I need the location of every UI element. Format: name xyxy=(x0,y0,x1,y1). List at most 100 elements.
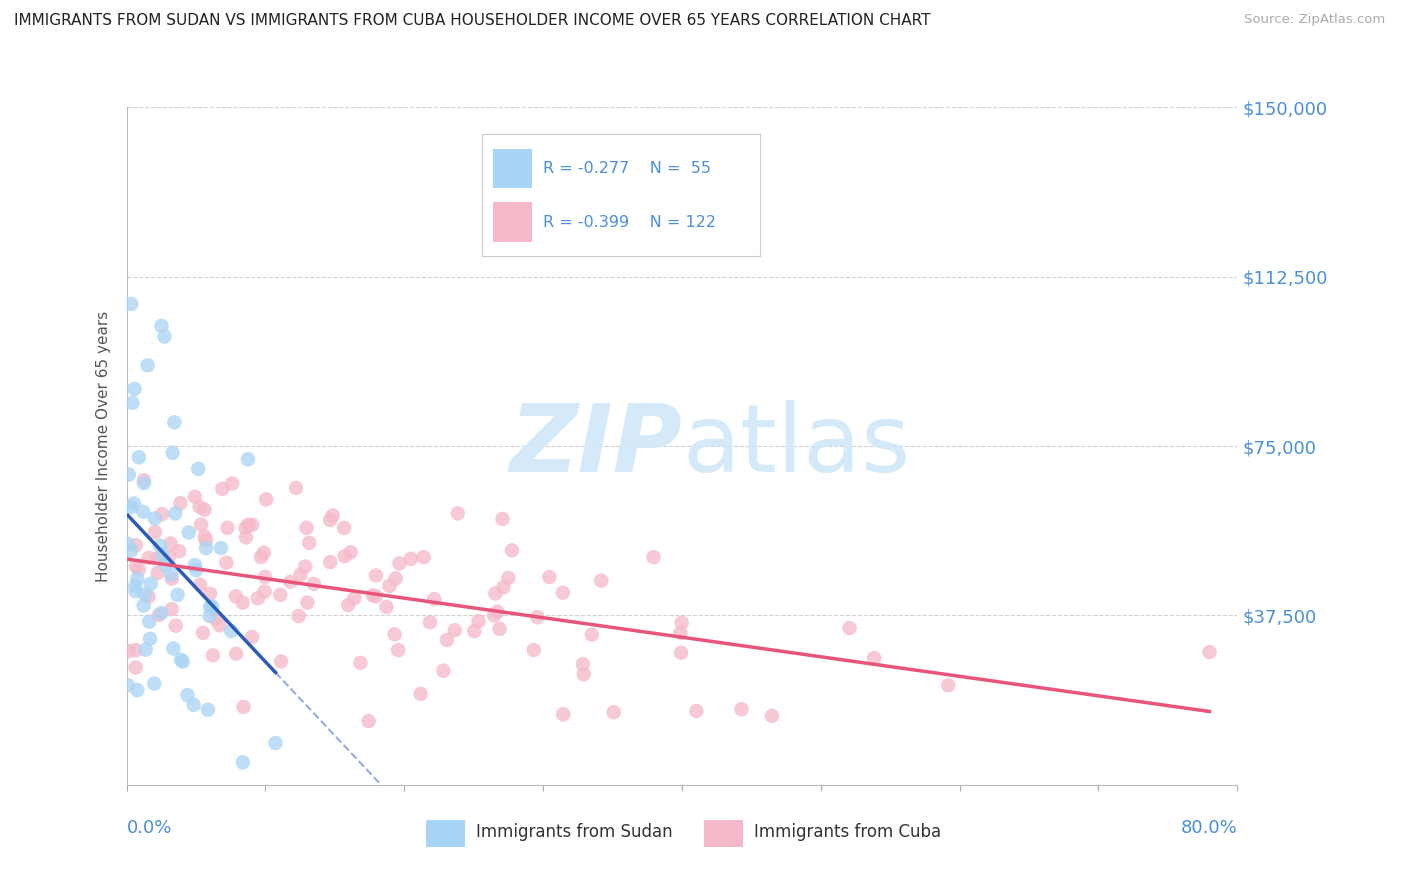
Point xyxy=(150,606,173,620)
Point xyxy=(125,538,148,552)
Point xyxy=(232,596,254,610)
Point xyxy=(838,621,860,635)
Point xyxy=(150,507,173,521)
Point xyxy=(217,521,239,535)
Point xyxy=(132,599,155,613)
Point xyxy=(384,627,406,641)
Point xyxy=(184,558,207,572)
Point xyxy=(132,473,155,487)
Point xyxy=(146,566,169,580)
Point xyxy=(295,521,318,535)
Point xyxy=(591,574,613,588)
Point xyxy=(201,599,224,614)
Point xyxy=(201,648,224,663)
Point xyxy=(357,714,380,728)
Point xyxy=(1198,645,1220,659)
Point xyxy=(384,571,406,585)
Point xyxy=(409,687,432,701)
Point xyxy=(148,607,170,622)
Point xyxy=(190,517,212,532)
Point xyxy=(399,552,422,566)
Point xyxy=(361,588,384,602)
Point xyxy=(184,563,207,577)
Point xyxy=(124,660,146,674)
Point xyxy=(730,702,752,716)
Point xyxy=(170,653,193,667)
Point xyxy=(240,517,263,532)
Point xyxy=(198,599,221,614)
Point xyxy=(643,550,665,565)
Point xyxy=(343,591,366,606)
Point xyxy=(184,490,207,504)
Point xyxy=(322,508,344,523)
Point xyxy=(191,626,214,640)
Point xyxy=(285,481,308,495)
Point xyxy=(153,329,176,343)
Point xyxy=(302,577,325,591)
Point xyxy=(319,513,342,527)
Point xyxy=(118,467,141,482)
Point xyxy=(333,549,356,563)
Point xyxy=(364,568,387,582)
Point xyxy=(298,536,321,550)
Point xyxy=(163,415,186,429)
Point xyxy=(287,609,309,624)
Point xyxy=(138,551,160,566)
Point xyxy=(602,705,624,719)
Point xyxy=(225,647,247,661)
Point xyxy=(187,462,209,476)
Text: ZIP: ZIP xyxy=(509,400,682,492)
Point xyxy=(215,556,238,570)
Point xyxy=(253,584,276,599)
Text: atlas: atlas xyxy=(682,400,910,492)
Point xyxy=(132,476,155,491)
Point xyxy=(194,502,217,516)
Point xyxy=(160,602,183,616)
Point xyxy=(160,572,183,586)
Point xyxy=(136,359,159,373)
Point xyxy=(162,446,184,460)
Point xyxy=(134,587,156,601)
Point xyxy=(198,587,221,601)
Text: 80.0%: 80.0% xyxy=(1181,819,1237,837)
Point xyxy=(149,539,172,553)
Point xyxy=(339,545,361,559)
Point xyxy=(198,609,221,624)
Point xyxy=(124,584,146,599)
Point xyxy=(581,628,603,642)
Point xyxy=(319,555,342,569)
Point xyxy=(467,614,489,628)
Point xyxy=(232,756,254,770)
Point xyxy=(761,709,783,723)
Point xyxy=(165,618,187,632)
Point xyxy=(523,643,546,657)
Point xyxy=(167,544,190,558)
Point xyxy=(157,549,180,564)
Point xyxy=(232,699,254,714)
Point xyxy=(337,598,360,612)
Point xyxy=(270,655,292,669)
Point xyxy=(194,530,217,544)
Point xyxy=(159,536,181,550)
Point xyxy=(169,496,191,510)
Point xyxy=(669,626,692,640)
Point xyxy=(117,678,139,692)
Point xyxy=(153,558,176,572)
Point xyxy=(150,548,173,562)
Point xyxy=(364,589,387,603)
Point xyxy=(238,517,260,532)
Point xyxy=(419,615,441,630)
Point xyxy=(219,624,242,638)
Point xyxy=(143,524,166,539)
Point xyxy=(128,450,150,465)
Point xyxy=(120,500,142,515)
Point xyxy=(498,571,520,585)
Text: Source: ZipAtlas.com: Source: ZipAtlas.com xyxy=(1244,13,1385,27)
Point xyxy=(387,643,409,657)
Point xyxy=(128,562,150,576)
Point xyxy=(177,525,200,540)
Point xyxy=(484,586,506,600)
Point xyxy=(936,678,959,692)
Point xyxy=(486,605,509,619)
Point xyxy=(117,537,139,551)
